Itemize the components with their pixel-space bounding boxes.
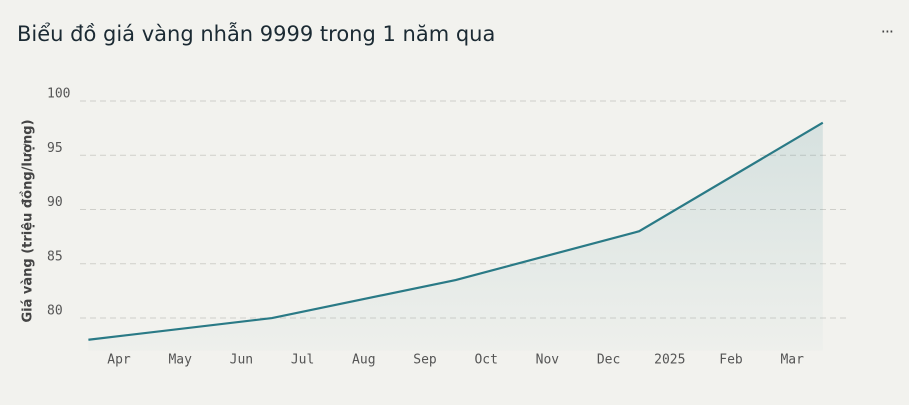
x-tick-label: Oct (474, 353, 497, 368)
x-tick-label: May (168, 353, 192, 368)
line (88, 121, 824, 341)
x-tick-label: Feb (719, 353, 743, 368)
x-tick-label: Dec (597, 353, 620, 368)
x-tick-label: Mar (780, 353, 804, 368)
x-tick-label: Apr (107, 353, 131, 368)
x-tick-label: 2025 (654, 353, 685, 368)
y-tick-label: 100 (47, 87, 70, 102)
y-axis-label: Giá vàng (triệu đồng/lượng) (21, 119, 36, 322)
area (88, 122, 823, 351)
y-tick-label: 95 (47, 141, 63, 156)
chart-title: Biểu đồ giá vàng nhẫn 9999 trong 1 năm q… (17, 22, 496, 46)
x-tick-label: Nov (536, 353, 560, 368)
x-tick-label: Jul (291, 353, 314, 368)
x-tick-label: Sep (413, 353, 437, 368)
y-tick-label: 90 (47, 195, 63, 210)
x-tick-label: Jun (230, 353, 253, 368)
y-tick-label: 80 (47, 304, 63, 319)
y-tick-label: 85 (47, 249, 63, 264)
menu-button[interactable]: ··· (880, 22, 894, 41)
x-tick-label: Aug (352, 353, 375, 368)
